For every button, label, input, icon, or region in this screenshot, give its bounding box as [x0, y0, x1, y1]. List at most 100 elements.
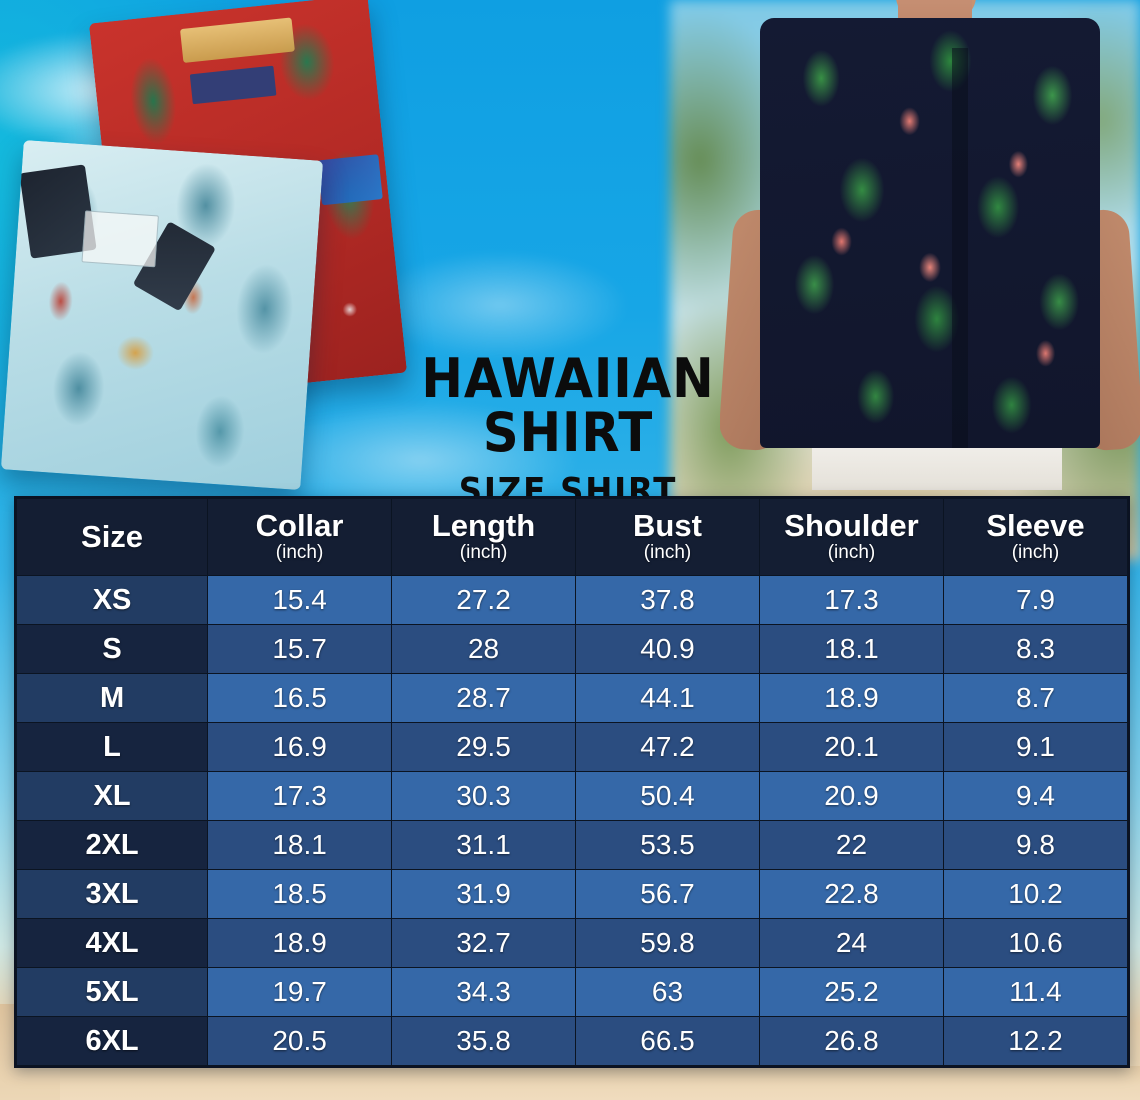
- model-shirt: [760, 18, 1100, 448]
- cell-collar: 18.9: [207, 918, 393, 968]
- cell-size: S: [15, 624, 209, 674]
- cell-size: L: [15, 722, 209, 772]
- size-chart-table-wrapper: Size Collar (inch) Length (inch) Bust (i…: [14, 496, 1130, 1068]
- cell-length: 35.8: [391, 1016, 577, 1066]
- column-header-sleeve: Sleeve (inch): [942, 498, 1129, 576]
- shirt-chest-pocket: [81, 210, 159, 267]
- cell-shoulder: 18.1: [758, 624, 944, 674]
- shirt-label-tag: [189, 65, 277, 105]
- column-header-shoulder-unit: (inch): [827, 542, 876, 564]
- cell-length: 31.1: [391, 820, 577, 870]
- table-row: 4XL 18.9 32.7 59.8 24 10.6: [15, 918, 1129, 968]
- cell-collar: 15.7: [207, 624, 393, 674]
- cell-bust: 40.9: [575, 624, 760, 674]
- table-row: 6XL 20.5 35.8 66.5 26.8 12.2: [15, 1016, 1129, 1066]
- cell-bust: 66.5: [575, 1016, 760, 1066]
- cell-collar: 17.3: [207, 771, 393, 821]
- column-header-shoulder-label: Shoulder: [784, 507, 919, 543]
- shirt-button-placket: [952, 48, 968, 448]
- table-head: Size Collar (inch) Length (inch) Bust (i…: [15, 498, 1129, 576]
- cell-size: 2XL: [15, 820, 209, 870]
- cell-bust: 56.7: [575, 869, 760, 919]
- sand-strip: [0, 1066, 1140, 1100]
- cloud-decoration: [370, 250, 630, 360]
- cell-shoulder: 24: [758, 918, 944, 968]
- cell-size: XL: [15, 771, 209, 821]
- column-header-size-label: Size: [81, 519, 144, 555]
- cell-shoulder: 22: [758, 820, 944, 870]
- cell-shoulder: 26.8: [758, 1016, 944, 1066]
- cell-bust: 44.1: [575, 673, 760, 723]
- cell-length: 28: [391, 624, 577, 674]
- cell-size: 6XL: [15, 1016, 209, 1066]
- cell-length: 31.9: [391, 869, 577, 919]
- column-header-size: Size: [15, 498, 209, 576]
- blue-hawaiian-shirt-image: [0, 139, 324, 491]
- model-photo: [720, 0, 1140, 490]
- cell-collar: 18.5: [207, 869, 393, 919]
- cell-shoulder: 17.3: [758, 575, 944, 625]
- cell-bust: 50.4: [575, 771, 760, 821]
- cell-size: M: [15, 673, 209, 723]
- table-row: 3XL 18.5 31.9 56.7 22.8 10.2: [15, 869, 1129, 919]
- cell-sleeve: 7.9: [942, 575, 1129, 625]
- cell-length: 29.5: [391, 722, 577, 772]
- cell-sleeve: 8.3: [942, 624, 1129, 674]
- column-header-length-label: Length: [431, 507, 536, 543]
- table-body: XS 15.4 27.2 37.8 17.3 7.9 S 15.7 28 40.9 18.1 8.3 M…: [15, 575, 1129, 1066]
- cell-sleeve: 8.7: [942, 673, 1129, 723]
- column-header-shoulder: Shoulder (inch): [758, 498, 944, 576]
- table-row: S 15.7 28 40.9 18.1 8.3: [15, 624, 1129, 674]
- header-row: Size Collar (inch) Length (inch) Bust (i…: [15, 498, 1129, 576]
- cell-length: 30.3: [391, 771, 577, 821]
- column-header-bust-label: Bust: [633, 507, 702, 543]
- page-title: HAWAIIAN SHIRT: [421, 347, 715, 464]
- cell-collar: 16.5: [207, 673, 393, 723]
- table-row: XS 15.4 27.2 37.8 17.3 7.9: [15, 575, 1129, 625]
- column-header-bust: Bust (inch): [575, 498, 760, 576]
- table-row: 2XL 18.1 31.1 53.5 22 9.8: [15, 820, 1129, 870]
- column-header-collar-unit: (inch): [275, 542, 324, 564]
- column-header-bust-unit: (inch): [643, 542, 692, 564]
- cell-sleeve: 9.1: [942, 722, 1129, 772]
- cell-size: 4XL: [15, 918, 209, 968]
- cell-shoulder: 22.8: [758, 869, 944, 919]
- cell-sleeve: 12.2: [942, 1016, 1129, 1066]
- size-chart-table: Size Collar (inch) Length (inch) Bust (i…: [15, 498, 1129, 1066]
- cell-bust: 53.5: [575, 820, 760, 870]
- table-row: L 16.9 29.5 47.2 20.1 9.1: [15, 722, 1129, 772]
- cell-sleeve: 9.4: [942, 771, 1129, 821]
- cell-sleeve: 10.2: [942, 869, 1129, 919]
- cell-length: 28.7: [391, 673, 577, 723]
- column-header-length-unit: (inch): [459, 542, 508, 564]
- column-header-sleeve-unit: (inch): [1011, 542, 1060, 564]
- cell-bust: 63: [575, 967, 760, 1017]
- column-header-length: Length (inch): [391, 498, 577, 576]
- cell-bust: 37.8: [575, 575, 760, 625]
- column-header-sleeve-label: Sleeve: [986, 507, 1085, 543]
- cell-length: 27.2: [391, 575, 577, 625]
- cell-bust: 59.8: [575, 918, 760, 968]
- cell-size: 5XL: [15, 967, 209, 1017]
- cell-length: 32.7: [391, 918, 577, 968]
- cell-collar: 16.9: [207, 722, 393, 772]
- column-header-collar-label: Collar: [255, 507, 344, 543]
- cell-shoulder: 20.9: [758, 771, 944, 821]
- table-row: M 16.5 28.7 44.1 18.9 8.7: [15, 673, 1129, 723]
- cell-shoulder: 20.1: [758, 722, 944, 772]
- table-row: XL 17.3 30.3 50.4 20.9 9.4: [15, 771, 1129, 821]
- cell-size: XS: [15, 575, 209, 625]
- cell-sleeve: 9.8: [942, 820, 1129, 870]
- cell-length: 34.3: [391, 967, 577, 1017]
- title-block: HAWAIIAN SHIRT SIZE SHIRT: [318, 352, 818, 510]
- shirt-brand-patch: [317, 153, 384, 206]
- cell-collar: 18.1: [207, 820, 393, 870]
- cell-shoulder: 25.2: [758, 967, 944, 1017]
- cell-collar: 15.4: [207, 575, 393, 625]
- cell-shoulder: 18.9: [758, 673, 944, 723]
- cell-bust: 47.2: [575, 722, 760, 772]
- cell-sleeve: 10.6: [942, 918, 1129, 968]
- table-row: 5XL 19.7 34.3 63 25.2 11.4: [15, 967, 1129, 1017]
- cell-sleeve: 11.4: [942, 967, 1129, 1017]
